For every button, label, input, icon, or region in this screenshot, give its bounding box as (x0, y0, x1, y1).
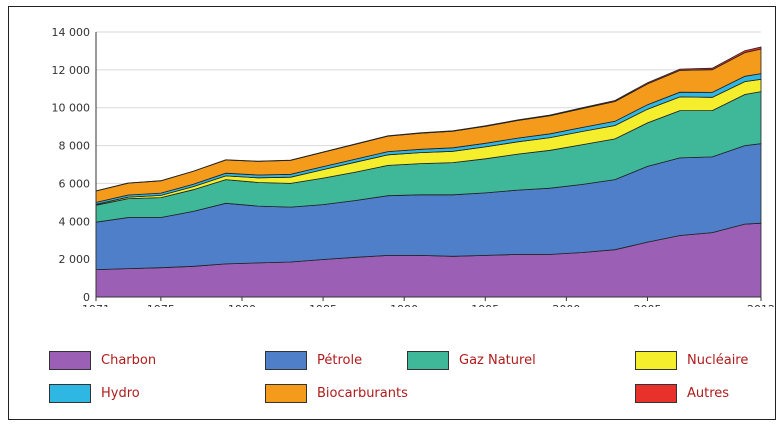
y-tick-label: 10 000 (52, 102, 91, 115)
legend-label-hydro: Hydro (101, 386, 140, 401)
x-tick-label: 2005 (633, 303, 661, 307)
legend-item-hydro: Hydro (49, 384, 140, 403)
y-tick-label: 4 000 (59, 215, 91, 228)
y-tick-label: 6 000 (59, 177, 91, 190)
legend-label-gaz-naturel: Gaz Naturel (459, 353, 536, 368)
y-tick-label: 8 000 (59, 140, 91, 153)
y-tick-label: 0 (83, 291, 90, 304)
area-autres (95, 46, 762, 192)
legend-label-charbon: Charbon (101, 353, 157, 368)
legend-item-biocarburants: Biocarburants (265, 384, 408, 403)
y-tick-label: 12 000 (52, 64, 91, 77)
legend-label-nucleaire: Nucléaire (687, 353, 749, 368)
legend-swatch-biocarburants (265, 384, 307, 403)
x-tick-label: 1975 (147, 303, 175, 307)
y-tick-label: 2 000 (59, 253, 91, 266)
legend-item-charbon: Charbon (49, 351, 156, 370)
legend-item-autres: Autres (635, 384, 729, 403)
legend-item-gaz-naturel: Gaz Naturel (407, 351, 536, 370)
legend-item-petrole: Pétrole (265, 351, 362, 370)
legend-swatch-hydro (49, 384, 91, 403)
legend-label-petrole: Pétrole (317, 353, 363, 368)
stacked-area-chart: 0 2 000 4 000 6 000 8 000 10 000 12 000 14 000 1… (52, 26, 776, 307)
x-tick-label: 1980 (228, 303, 256, 307)
legend-item-nucleaire: Nucléaire (635, 351, 748, 370)
x-tick-label: 1971 (82, 303, 110, 307)
y-tick-label: 14 000 (52, 26, 91, 39)
x-tick-label: 1985 (309, 303, 337, 307)
chart-frame: 0 2 000 4 000 6 000 8 000 10 000 12 000 14 000 1… (8, 6, 776, 420)
legend-label-autres: Autres (687, 386, 730, 401)
x-tick-label: 2012 (747, 303, 775, 307)
legend-swatch-gaz-naturel (407, 351, 449, 370)
legend-swatch-nucleaire (635, 351, 677, 370)
x-tick-label: 1995 (471, 303, 499, 307)
x-tick-label: 1990 (390, 303, 418, 307)
legend-swatch-charbon (49, 351, 91, 370)
legend-swatch-autres (635, 384, 677, 403)
legend-swatch-petrole (265, 351, 307, 370)
legend-label-biocarburants: Biocarburants (317, 386, 408, 401)
